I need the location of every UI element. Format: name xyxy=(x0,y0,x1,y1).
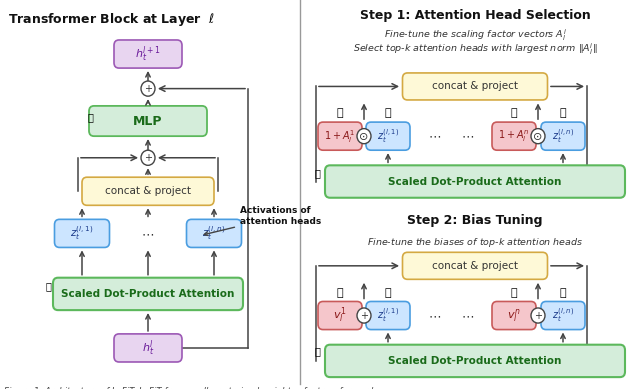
Text: $z_t^{(l,n)}$: $z_t^{(l,n)}$ xyxy=(202,224,226,242)
Text: 🔥: 🔥 xyxy=(337,288,343,298)
Text: $z_t^{(l,n)}$: $z_t^{(l,n)}$ xyxy=(552,307,574,324)
Text: $v_l^1$: $v_l^1$ xyxy=(333,306,347,325)
FancyBboxPatch shape xyxy=(492,301,536,329)
Text: $v_l^n$: $v_l^n$ xyxy=(508,307,521,324)
Text: 🔒: 🔒 xyxy=(314,168,320,178)
Text: $1+A_l^1$: $1+A_l^1$ xyxy=(324,128,356,145)
Text: Scaled Dot-Product Attention: Scaled Dot-Product Attention xyxy=(388,177,562,187)
Text: Scaled Dot-Product Attention: Scaled Dot-Product Attention xyxy=(388,356,562,366)
Text: $\cdots$: $\cdots$ xyxy=(461,309,474,322)
Circle shape xyxy=(141,81,155,96)
FancyBboxPatch shape xyxy=(366,301,410,329)
Text: $z_t^{(l,1)}$: $z_t^{(l,1)}$ xyxy=(70,224,93,242)
Text: 🔥: 🔥 xyxy=(511,109,517,119)
Text: $h_t^{l}$: $h_t^{l}$ xyxy=(142,338,154,358)
Text: +: + xyxy=(360,310,368,321)
Text: ⊙: ⊙ xyxy=(533,132,543,142)
FancyBboxPatch shape xyxy=(53,278,243,310)
Text: Scaled Dot-Product Attention: Scaled Dot-Product Attention xyxy=(61,289,235,299)
Text: ⊙: ⊙ xyxy=(359,132,369,142)
Text: 🔒: 🔒 xyxy=(87,112,93,122)
Text: $1+A_l^n$: $1+A_l^n$ xyxy=(499,128,530,144)
Text: Transformer Block at Layer  $\ell$: Transformer Block at Layer $\ell$ xyxy=(8,11,215,28)
Circle shape xyxy=(141,150,155,165)
FancyBboxPatch shape xyxy=(186,219,241,247)
Text: 🔥: 🔥 xyxy=(511,288,517,298)
Text: $h_t^{l+1}$: $h_t^{l+1}$ xyxy=(135,44,161,64)
Text: $\cdots$: $\cdots$ xyxy=(141,227,154,240)
Circle shape xyxy=(531,308,545,323)
FancyBboxPatch shape xyxy=(541,122,585,150)
Text: 🔥: 🔥 xyxy=(560,288,566,298)
FancyBboxPatch shape xyxy=(403,252,547,279)
Text: Fine-tune the biases of top-$k$ attention heads: Fine-tune the biases of top-$k$ attentio… xyxy=(367,236,583,249)
Circle shape xyxy=(357,308,371,323)
Text: Step 2: Bias Tuning: Step 2: Bias Tuning xyxy=(407,214,543,227)
Text: Step 1: Attention Head Selection: Step 1: Attention Head Selection xyxy=(360,9,590,22)
Text: 🔥: 🔥 xyxy=(385,288,391,298)
Text: 🔥: 🔥 xyxy=(560,109,566,119)
Text: Fine-tune the scaling factor vectors $A_l^i$: Fine-tune the scaling factor vectors $A_… xyxy=(383,28,566,43)
Text: $\cdots$: $\cdots$ xyxy=(428,130,442,143)
FancyBboxPatch shape xyxy=(325,345,625,377)
FancyBboxPatch shape xyxy=(492,122,536,150)
Circle shape xyxy=(357,129,371,144)
FancyBboxPatch shape xyxy=(89,106,207,136)
Text: Select top-$k$ attention heads with largest norm $\|A_l^i\|$: Select top-$k$ attention heads with larg… xyxy=(353,42,597,57)
Text: $\cdots$: $\cdots$ xyxy=(461,130,474,143)
Text: concat & project: concat & project xyxy=(432,261,518,271)
Text: MLP: MLP xyxy=(133,114,163,128)
Text: +: + xyxy=(144,153,152,163)
FancyBboxPatch shape xyxy=(403,73,547,100)
Text: 🔒: 🔒 xyxy=(45,281,51,291)
Text: Figure 1: Architecture of LoFiT. LoFiT freezes all pre-trained weights of a tran: Figure 1: Architecture of LoFiT. LoFiT f… xyxy=(4,387,411,389)
Text: 🔥: 🔥 xyxy=(385,109,391,119)
Text: $z_t^{(l,1)}$: $z_t^{(l,1)}$ xyxy=(377,127,399,145)
FancyBboxPatch shape xyxy=(114,40,182,68)
Text: 🔒: 🔒 xyxy=(314,346,320,356)
Text: 🔥: 🔥 xyxy=(337,109,343,119)
Circle shape xyxy=(531,129,545,144)
Text: concat & project: concat & project xyxy=(105,186,191,196)
Text: $\cdots$: $\cdots$ xyxy=(428,309,442,322)
Text: $z_t^{(l,1)}$: $z_t^{(l,1)}$ xyxy=(377,307,399,324)
FancyBboxPatch shape xyxy=(54,219,109,247)
FancyBboxPatch shape xyxy=(114,334,182,362)
FancyBboxPatch shape xyxy=(318,301,362,329)
FancyBboxPatch shape xyxy=(318,122,362,150)
FancyBboxPatch shape xyxy=(82,177,214,205)
FancyBboxPatch shape xyxy=(541,301,585,329)
FancyBboxPatch shape xyxy=(325,165,625,198)
FancyBboxPatch shape xyxy=(366,122,410,150)
Text: concat & project: concat & project xyxy=(432,81,518,91)
Text: +: + xyxy=(534,310,542,321)
Text: Activations of
attention heads: Activations of attention heads xyxy=(204,207,321,235)
Text: +: + xyxy=(144,84,152,94)
Text: $z_t^{(l,n)}$: $z_t^{(l,n)}$ xyxy=(552,127,574,145)
